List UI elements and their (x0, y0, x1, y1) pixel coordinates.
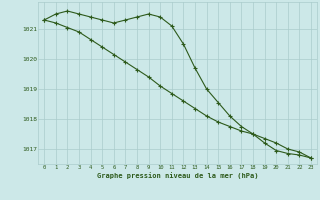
X-axis label: Graphe pression niveau de la mer (hPa): Graphe pression niveau de la mer (hPa) (97, 172, 258, 179)
